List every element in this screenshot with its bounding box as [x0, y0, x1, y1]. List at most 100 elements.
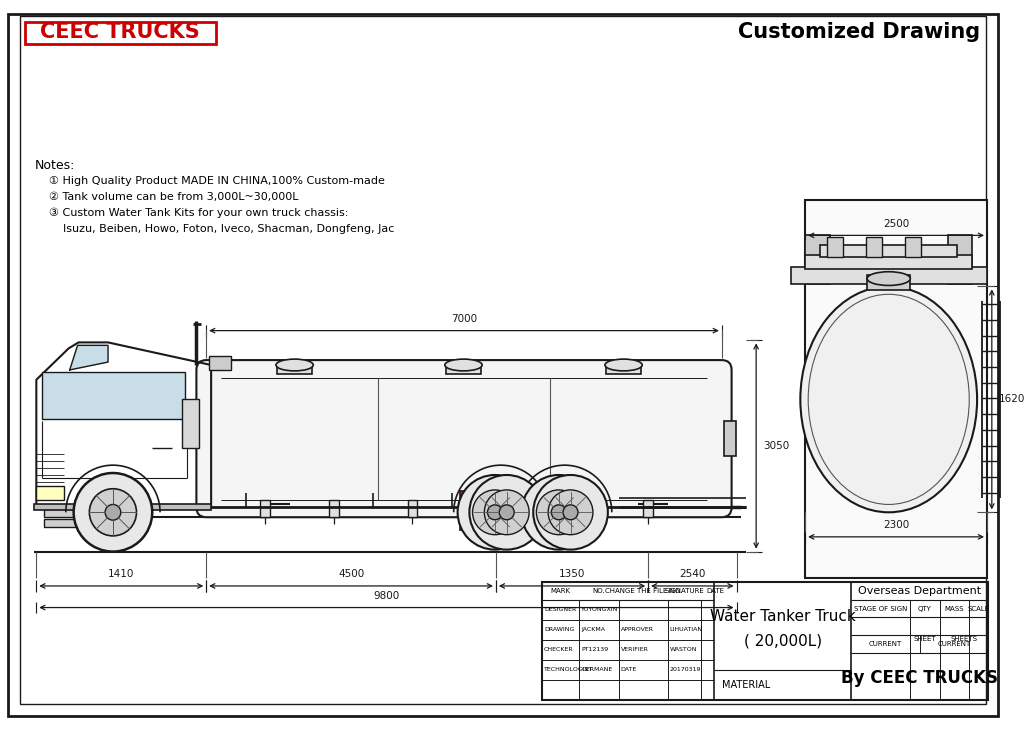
Text: DATE: DATE — [621, 667, 637, 672]
Text: CHANGE THE FILE NO.: CHANGE THE FILE NO. — [604, 588, 682, 594]
Text: ① High Quality Product MADE IN CHINA,100% Custom-made: ① High Quality Product MADE IN CHINA,100… — [49, 177, 385, 186]
Text: SCALE: SCALE — [968, 606, 989, 612]
Circle shape — [563, 505, 578, 520]
Ellipse shape — [275, 359, 313, 371]
Text: 9800: 9800 — [374, 591, 399, 601]
Text: GERMANE: GERMANE — [582, 667, 612, 672]
Circle shape — [484, 490, 529, 534]
Circle shape — [74, 473, 153, 552]
Text: 20170319: 20170319 — [670, 667, 701, 672]
Polygon shape — [36, 342, 211, 507]
Bar — [408, 499, 418, 518]
Text: 3050: 3050 — [763, 441, 790, 451]
Circle shape — [105, 504, 121, 520]
Text: ( 20,000L): ( 20,000L) — [743, 634, 821, 648]
Bar — [805, 235, 829, 285]
Bar — [476, 499, 486, 518]
Text: 1620: 1620 — [998, 394, 1024, 404]
Text: 1350: 1350 — [559, 569, 585, 579]
Text: SHEETS: SHEETS — [950, 636, 977, 642]
Text: Customized Drawing: Customized Drawing — [738, 22, 980, 42]
Text: 7000: 7000 — [451, 314, 477, 324]
Bar — [42, 372, 184, 419]
Text: ② Tank volume can be from 3,000L~30,000L: ② Tank volume can be from 3,000L~30,000L — [49, 192, 299, 202]
Ellipse shape — [801, 286, 977, 512]
Bar — [44, 519, 79, 527]
Circle shape — [487, 505, 503, 520]
Circle shape — [548, 490, 593, 534]
Ellipse shape — [605, 359, 642, 371]
Bar — [905, 237, 922, 257]
Bar — [866, 237, 882, 257]
Bar — [820, 245, 957, 257]
Polygon shape — [418, 360, 450, 468]
Bar — [25, 23, 216, 44]
Text: DRAWING: DRAWING — [544, 627, 574, 632]
Text: 4500: 4500 — [338, 569, 365, 579]
Text: MASS: MASS — [945, 606, 965, 612]
Text: Water Tanker Truck: Water Tanker Truck — [710, 609, 855, 624]
Text: MARK: MARK — [551, 588, 570, 594]
Bar — [445, 364, 481, 374]
Circle shape — [89, 488, 136, 536]
Ellipse shape — [444, 359, 482, 371]
Circle shape — [458, 475, 532, 550]
Text: JACKMA: JACKMA — [582, 627, 605, 632]
Circle shape — [551, 505, 566, 520]
Text: APPROVER: APPROVER — [621, 627, 653, 632]
Text: CEEC TRUCKS: CEEC TRUCKS — [40, 22, 200, 42]
Circle shape — [469, 475, 544, 550]
Text: YUYONGXIN: YUYONGXIN — [582, 607, 618, 612]
Bar — [35, 504, 211, 510]
Text: TECHNOLOGIST: TECHNOLOGIST — [544, 667, 593, 672]
Text: Isuzu, Beiben, Howo, Foton, Iveco, Shacman, Dongfeng, Jac: Isuzu, Beiben, Howo, Foton, Iveco, Shacm… — [49, 223, 394, 234]
Bar — [564, 499, 574, 518]
Text: VERIFIER: VERIFIER — [621, 648, 648, 653]
Bar — [329, 499, 339, 518]
Text: LIHUATIAN: LIHUATIAN — [670, 627, 702, 632]
Text: CURRENT: CURRENT — [937, 641, 971, 647]
Bar — [805, 255, 972, 269]
Bar — [805, 200, 987, 578]
Circle shape — [534, 475, 608, 550]
Text: QTY: QTY — [919, 606, 932, 612]
Polygon shape — [70, 345, 108, 370]
Text: DATE: DATE — [706, 588, 724, 594]
Circle shape — [537, 490, 582, 534]
Text: CEEC TRUCKS: CEEC TRUCKS — [284, 407, 561, 441]
Bar — [826, 237, 843, 257]
Text: SIGNATURE: SIGNATURE — [665, 588, 705, 594]
Bar — [542, 582, 988, 700]
Circle shape — [521, 475, 596, 550]
Bar — [947, 235, 972, 285]
Text: PT12139: PT12139 — [582, 648, 608, 653]
Bar — [867, 274, 910, 291]
Text: ③ Custom Water Tank Kits for your own truck chassis:: ③ Custom Water Tank Kits for your own tr… — [49, 208, 348, 218]
Bar — [791, 266, 987, 285]
Bar — [209, 356, 230, 370]
Text: MATERIAL: MATERIAL — [722, 680, 770, 690]
Text: DESIGNER: DESIGNER — [544, 607, 577, 612]
Text: WASTON: WASTON — [670, 648, 697, 653]
Bar — [260, 499, 270, 518]
Text: SHEET: SHEET — [913, 636, 936, 642]
FancyBboxPatch shape — [197, 360, 731, 518]
Bar — [181, 399, 200, 448]
Bar — [643, 499, 653, 518]
Ellipse shape — [867, 272, 910, 285]
Text: Overseas Department: Overseas Department — [858, 586, 981, 596]
Bar — [44, 510, 79, 518]
Bar — [724, 421, 735, 456]
Circle shape — [500, 505, 514, 520]
Text: CHECKER: CHECKER — [544, 648, 573, 653]
Text: 2540: 2540 — [679, 569, 706, 579]
Polygon shape — [446, 365, 481, 464]
Bar — [460, 491, 467, 530]
Circle shape — [472, 490, 517, 534]
Text: By CEEC TRUCKS: By CEEC TRUCKS — [841, 669, 998, 687]
Bar — [276, 364, 312, 374]
Text: CURRENT: CURRENT — [869, 641, 902, 647]
Text: Notes:: Notes: — [35, 159, 75, 172]
Text: NO.: NO. — [593, 588, 605, 594]
Bar — [606, 364, 641, 374]
